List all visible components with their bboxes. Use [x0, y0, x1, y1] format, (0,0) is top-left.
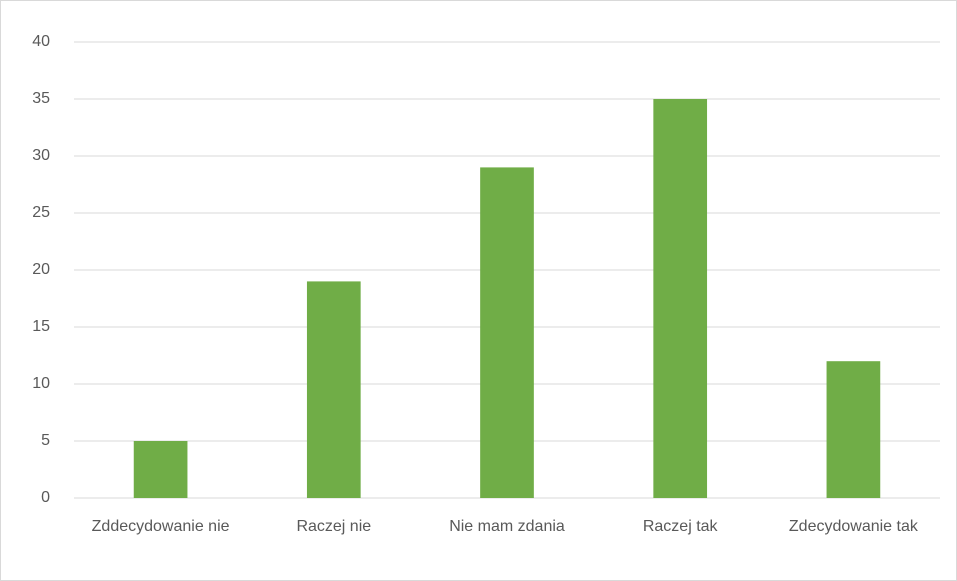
y-tick-label: 20 — [32, 261, 50, 278]
x-tick-label: Raczej nie — [296, 518, 371, 535]
y-tick-label: 5 — [41, 432, 50, 449]
x-tick-label: Zdecydowanie tak — [789, 518, 919, 535]
y-tick-label: 0 — [41, 489, 50, 506]
y-tick-label: 25 — [32, 204, 50, 221]
bar — [133, 441, 188, 498]
y-tick-label: 40 — [32, 33, 50, 50]
bar — [306, 281, 361, 498]
bar — [653, 99, 708, 498]
y-tick-label: 15 — [32, 318, 50, 335]
bar — [480, 167, 534, 498]
y-tick-label: 10 — [32, 375, 50, 392]
x-tick-label: Raczej tak — [643, 518, 719, 535]
y-tick-label: 30 — [32, 147, 50, 164]
x-tick-label: Zddecydowanie nie — [92, 518, 230, 535]
y-tick-label: 35 — [32, 90, 50, 107]
x-tick-label: Nie mam zdania — [449, 518, 565, 535]
bar — [826, 361, 881, 498]
